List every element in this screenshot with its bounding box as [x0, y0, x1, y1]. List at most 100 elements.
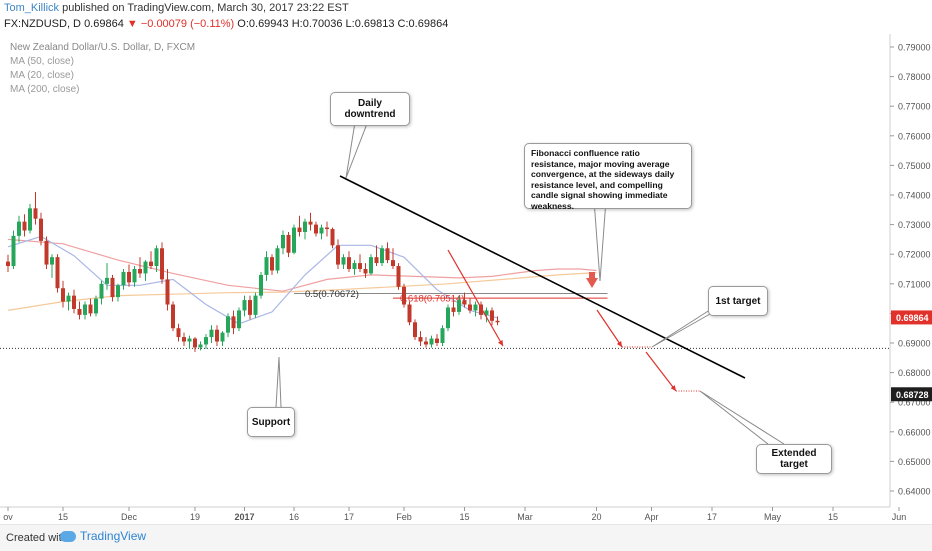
y-tick-label: 0.66000 [898, 427, 931, 437]
x-tick-label: 15 [459, 512, 469, 522]
publish-info: Tom_Killick published on TradingView.com… [4, 2, 349, 14]
y-tick-label: 0.71000 [898, 279, 931, 289]
candle-body [407, 304, 412, 323]
price-chart[interactable]: 0.79000 0.78000 0.77000 0.76000 0.75000 0.740… [0, 34, 932, 524]
candle-body [160, 248, 164, 280]
candle-body [473, 304, 478, 311]
candle-body [132, 269, 137, 283]
legend-ma200[interactable]: MA (200, close) [10, 84, 80, 95]
open-value: O:0.69943 [237, 18, 289, 30]
candle-body [330, 229, 335, 246]
candle-body [385, 248, 390, 261]
candle-body [402, 286, 406, 305]
x-tick-label: 19 [190, 512, 200, 522]
candle-body [83, 304, 87, 315]
y-tick-label: 0.67000 [898, 398, 931, 408]
candle-body [149, 261, 153, 267]
candle-body [165, 279, 170, 305]
candle-body [281, 234, 285, 249]
first-target-arrow-head [616, 341, 622, 347]
candle-body [121, 271, 126, 286]
candle-body [171, 304, 175, 329]
candle-body [215, 329, 219, 342]
candle-body [127, 271, 131, 283]
candle-body [292, 227, 296, 253]
candle-body [457, 300, 461, 312]
fib-note-pointer [593, 199, 607, 282]
candle-body [209, 329, 214, 338]
brand-name: TradingView [80, 529, 147, 543]
candle-body [325, 227, 329, 230]
annotation-daily-downtrend[interactable]: Daily downtrend [330, 92, 410, 126]
annotation-support[interactable]: Support [247, 407, 295, 437]
footer-bar: Created with TradingView [0, 524, 932, 551]
candle-body [297, 227, 302, 232]
current-price-label: 0.69864 [896, 313, 929, 323]
annotation-first-target[interactable]: 1st target [708, 286, 768, 316]
tradingview-logo[interactable]: TradingView [60, 529, 146, 543]
x-tick-label: ov [3, 512, 13, 522]
legend-ma50[interactable]: MA (50, close) [10, 56, 74, 67]
candle-body [468, 304, 472, 311]
x-tick-label: 17 [707, 512, 717, 522]
y-tick-label: 0.69000 [898, 339, 931, 349]
candle-body [429, 338, 434, 345]
candle-body [495, 320, 500, 323]
candle-body [44, 240, 49, 265]
candle-body [336, 245, 340, 265]
close-value: C:0.69864 [397, 18, 449, 30]
candle-body [61, 288, 65, 302]
change-value: −0.00079 (−0.11%) [140, 18, 235, 30]
annotation-fib-note[interactable]: Fibonacci confluence ratio resistance, m… [524, 143, 692, 211]
candle-body [22, 221, 27, 231]
cloud-icon [60, 530, 76, 542]
candle-body [220, 332, 225, 342]
resistance-down-arrow-icon [586, 278, 598, 288]
candle-body [490, 310, 494, 321]
candle-body [435, 338, 439, 343]
candle-body [303, 221, 307, 232]
candle-body [66, 295, 71, 302]
drop-arrow [447, 249, 504, 347]
y-tick-label: 0.76000 [898, 131, 931, 141]
candle-body [6, 261, 10, 267]
x-tick-label: Dec [121, 512, 138, 522]
candle-body [242, 300, 247, 311]
extended-target-pointer [699, 390, 785, 445]
extended-target-arrow [645, 351, 677, 392]
annotation-extended-target[interactable]: Extended target [756, 444, 832, 474]
candle-body [446, 307, 450, 329]
candle-body [72, 295, 76, 309]
x-tick-label: Mar [517, 512, 533, 522]
author-link[interactable]: Tom_Killick [4, 2, 60, 14]
candle-body [226, 316, 230, 333]
y-tick-label: 0.75000 [898, 161, 931, 171]
candle-body [50, 257, 54, 265]
candle-body [77, 308, 82, 315]
x-tick-label: 20 [591, 512, 601, 522]
x-tick-label: 2017 [234, 512, 254, 522]
legend-ma20[interactable]: MA (20, close) [10, 70, 74, 81]
x-tick-label: May [764, 512, 782, 522]
x-tick-label: 15 [58, 512, 68, 522]
symbol-label: FX:NZDUSD, D [4, 18, 81, 30]
y-tick-label: 0.77000 [898, 102, 931, 112]
candle-body [314, 224, 318, 234]
candle-body [259, 274, 263, 296]
candle-body [391, 260, 395, 267]
candle-body [462, 300, 467, 305]
candle-body [99, 283, 104, 299]
downtrend-line [339, 175, 746, 379]
top-bar: Tom_Killick published on TradingView.com… [0, 0, 932, 34]
candle-body [308, 221, 313, 225]
candle-body [17, 221, 21, 236]
candle-body [187, 338, 192, 342]
y-tick-label: 0.74000 [898, 191, 931, 201]
ohlc-line: FX:NZDUSD, D 0.69864 ▼ −0.00079 (−0.11%)… [4, 18, 448, 30]
candle-body [248, 300, 252, 315]
candle-body [11, 235, 16, 267]
chart-background [0, 34, 932, 524]
candle-body [341, 257, 346, 265]
x-tick-label: 16 [289, 512, 299, 522]
candle-body [88, 304, 93, 314]
